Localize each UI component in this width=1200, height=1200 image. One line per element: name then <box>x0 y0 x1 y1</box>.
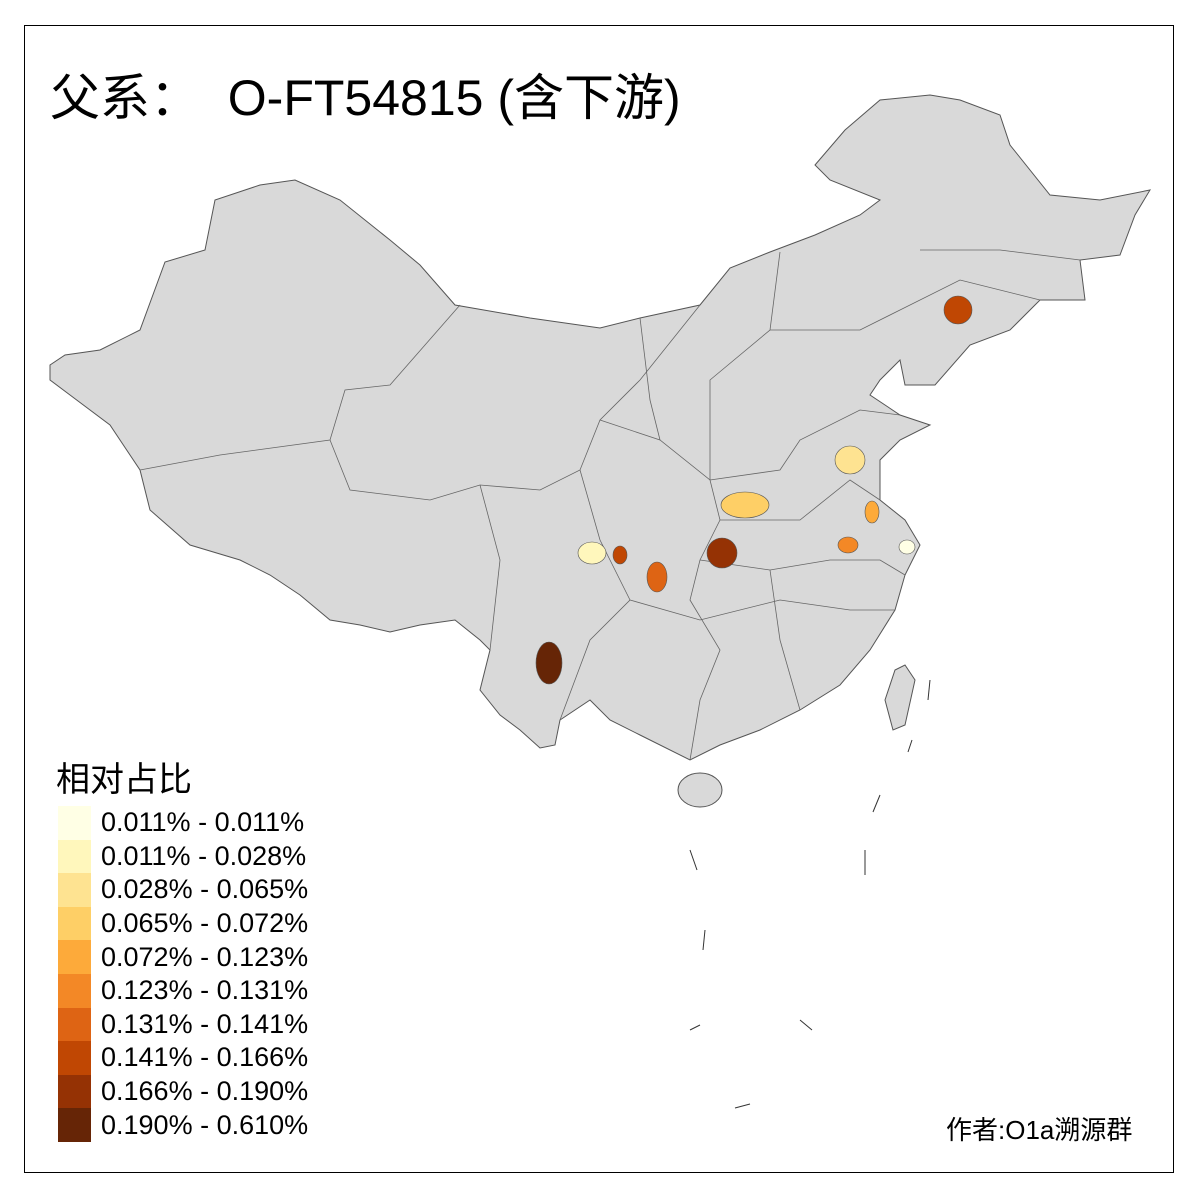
region-fill <box>864 500 880 524</box>
china-mainland <box>49 94 1152 761</box>
legend-swatch <box>58 806 91 840</box>
map-title: 父系： O-FT54815 (含下游) <box>50 70 681 126</box>
legend-swatch <box>58 906 91 941</box>
legend-label: 0.141% - 0.166% <box>101 1042 309 1073</box>
legend-item: 0.011% - 0.011% <box>58 806 308 840</box>
legend-swatch <box>58 839 91 874</box>
legend-item: 0.141% - 0.166% <box>58 1041 308 1075</box>
legend-swatch <box>58 1074 91 1109</box>
region-fill <box>535 641 563 685</box>
hainan-island <box>677 772 723 808</box>
legend-swatch <box>58 1108 91 1142</box>
legend-item: 0.131% - 0.141% <box>58 1007 309 1042</box>
legend: 0.011% - 0.011% 0.011% - 0.028% 0.028% - 0… <box>58 806 308 1142</box>
legend-swatch <box>58 873 91 907</box>
region-fill <box>837 536 859 554</box>
legend-swatch <box>58 1007 91 1042</box>
legend-label: 0.072% - 0.123% <box>101 941 309 972</box>
region-fill <box>706 537 738 569</box>
legend-item: 0.166% - 0.190% <box>58 1074 309 1109</box>
legend-label: 0.123% - 0.131% <box>101 975 309 1006</box>
legend-swatch <box>58 973 91 1008</box>
highlighted-regions <box>535 295 973 685</box>
legend-item: 0.065% - 0.072% <box>58 906 309 941</box>
plot-frame <box>24 25 1174 1173</box>
province-borders <box>139 249 1081 761</box>
legend-title: 相对占比 <box>56 761 192 799</box>
legend-label: 0.065% - 0.072% <box>101 908 309 939</box>
region-fill <box>943 295 973 325</box>
region-fill <box>720 491 770 519</box>
region-fill <box>612 545 628 565</box>
author-credit: 作者:O1a溯源群 <box>946 1115 1133 1145</box>
legend-label: 0.190% - 0.610% <box>101 1109 309 1140</box>
region-fill <box>646 561 668 593</box>
legend-label: 0.166% - 0.190% <box>101 1076 309 1107</box>
legend-label: 0.028% - 0.065% <box>101 874 309 905</box>
region-fill <box>834 445 866 475</box>
region-fill <box>577 541 607 565</box>
legend-item: 0.011% - 0.028% <box>58 839 308 874</box>
legend-swatch <box>58 1041 91 1075</box>
legend-swatch <box>58 940 91 974</box>
legend-item: 0.028% - 0.065% <box>58 873 308 907</box>
legend-label: 0.131% - 0.141% <box>101 1008 309 1039</box>
taiwan-island <box>884 664 916 731</box>
region-fill <box>898 539 916 555</box>
legend-item: 0.123% - 0.131% <box>58 973 309 1008</box>
legend-label: 0.011% - 0.011% <box>101 807 305 838</box>
legend-item: 0.072% - 0.123% <box>58 940 308 974</box>
south-china-sea-islands <box>689 679 931 1109</box>
legend-item: 0.190% - 0.610% <box>58 1108 308 1142</box>
legend-label: 0.011% - 0.028% <box>101 840 307 871</box>
